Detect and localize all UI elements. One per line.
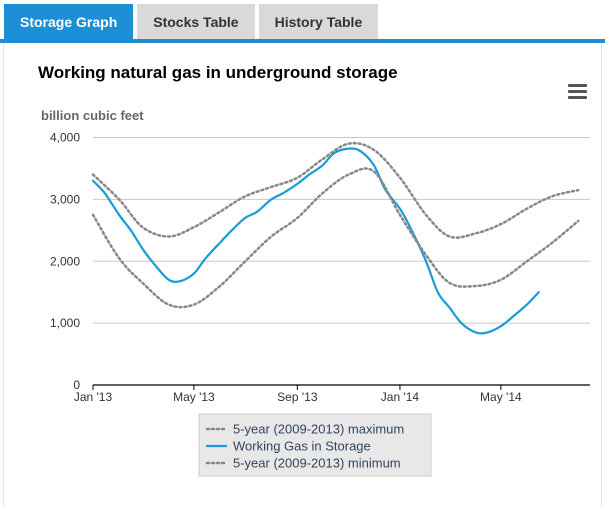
y-tick-label: 1,000 <box>50 316 80 330</box>
x-tick-label: May '13 <box>173 390 215 404</box>
series-lines <box>91 141 580 335</box>
x-tick-label: Jan '13 <box>74 390 113 404</box>
tab-bar: Storage Graph Stocks Table History Table <box>4 4 379 40</box>
x-tick-label: Sep '13 <box>277 390 318 404</box>
chart-title: Working natural gas in underground stora… <box>38 63 398 82</box>
y-tick-label: 3,000 <box>50 192 80 206</box>
series-line-5yr-minimum <box>91 167 580 309</box>
menu-bar <box>568 96 587 99</box>
x-tick-label: Jan '14 <box>381 390 420 404</box>
y-tick-label: 0 <box>73 378 80 392</box>
series-line-working-gas <box>91 147 540 335</box>
series-line-5yr-maximum <box>91 141 580 239</box>
legend: 5-year (2009-2013) maximum Working Gas in… <box>198 413 432 477</box>
tab-history-table[interactable]: History Table <box>258 4 379 40</box>
tab-storage-graph[interactable]: Storage Graph <box>4 4 134 40</box>
hamburger-menu-icon[interactable] <box>568 84 587 99</box>
axes: 0 1,000 2,000 3,000 4,000 Jan '13 May '13 Sep '… <box>50 131 590 404</box>
tab-stocks-table[interactable]: Stocks Table <box>137 4 255 40</box>
menu-bar <box>568 90 587 93</box>
legend-item-label: Working Gas in Storage <box>233 439 371 454</box>
legend-box <box>198 413 432 477</box>
x-tick-label: May '14 <box>480 390 522 404</box>
y-tick-label: 4,000 <box>50 131 80 145</box>
legend-item-label: 5-year (2009-2013) minimum <box>233 456 401 471</box>
y-tick-label: 2,000 <box>50 254 80 268</box>
tab-underline <box>0 39 605 43</box>
panel-border <box>601 43 602 507</box>
menu-bar <box>568 84 587 87</box>
grid-lines <box>93 137 590 324</box>
legend-item-label: 5-year (2009-2013) maximum <box>233 422 404 437</box>
panel-border <box>3 43 4 507</box>
y-axis-label: billion cubic feet <box>41 108 144 123</box>
